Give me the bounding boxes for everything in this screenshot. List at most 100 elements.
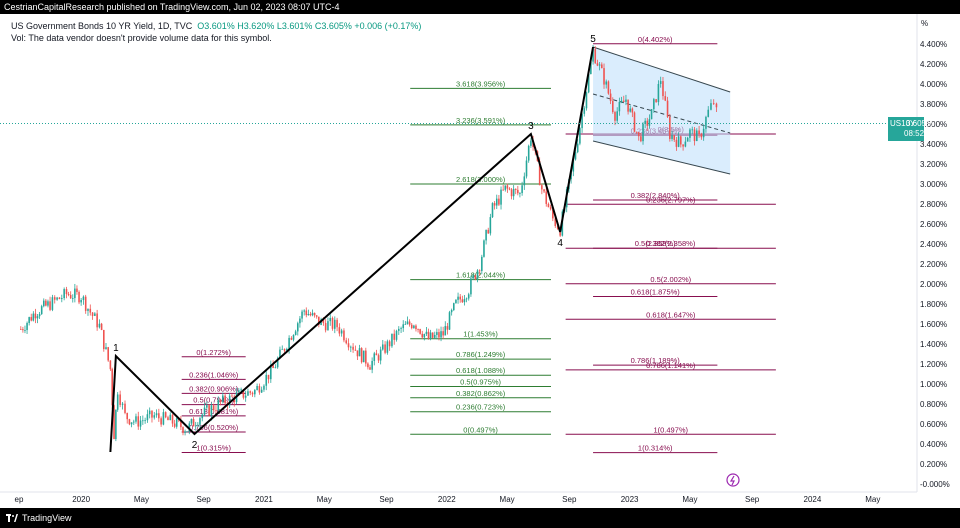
candle-body bbox=[379, 349, 382, 361]
candle-body bbox=[74, 288, 76, 299]
candle-body bbox=[146, 414, 149, 421]
candle-body bbox=[384, 344, 386, 353]
regression-channel[interactable] bbox=[592, 46, 731, 175]
candle-body bbox=[267, 374, 270, 380]
wave-label-2: 2 bbox=[192, 440, 198, 451]
wave-path[interactable] bbox=[109, 46, 595, 453]
candle-body bbox=[472, 275, 474, 279]
candle-body bbox=[493, 203, 496, 206]
candle-body bbox=[417, 329, 419, 330]
candle-body bbox=[491, 203, 494, 218]
candle-body bbox=[137, 416, 140, 427]
tradingview-logo-icon bbox=[6, 514, 18, 522]
candle-body bbox=[222, 395, 224, 402]
candle-body bbox=[508, 188, 511, 190]
candle-body bbox=[299, 318, 301, 324]
candle-body bbox=[653, 99, 655, 110]
candle-body bbox=[410, 324, 413, 329]
candle-body bbox=[446, 326, 449, 330]
candle-body bbox=[290, 337, 293, 340]
candle-body bbox=[171, 414, 174, 424]
channel-lower-line[interactable] bbox=[592, 140, 731, 175]
candle-body bbox=[336, 319, 338, 328]
candle-body bbox=[523, 176, 526, 186]
fib-level-label: 0.5(2.358%) bbox=[635, 239, 676, 248]
x-tick-label: Sep bbox=[562, 495, 577, 504]
instrument-title[interactable]: US Government Bonds 10 YR Yield, 1D, TVC bbox=[11, 21, 193, 31]
channel-fill bbox=[593, 47, 731, 174]
candle-body bbox=[265, 374, 268, 386]
candle-body bbox=[65, 289, 68, 295]
y-axis-unit: % bbox=[921, 19, 928, 28]
candle-body bbox=[680, 136, 682, 145]
candle-body bbox=[182, 427, 184, 433]
fib-level-label: 0(4.402%) bbox=[638, 35, 673, 44]
candle-body bbox=[144, 420, 146, 421]
price-badge-symbol: US10Y bbox=[890, 119, 916, 128]
candle-body bbox=[543, 189, 545, 192]
candle-body bbox=[167, 417, 169, 421]
candle-body bbox=[132, 421, 135, 423]
candle-body bbox=[519, 193, 521, 194]
candle-body bbox=[279, 349, 281, 359]
candle-body bbox=[256, 385, 258, 391]
candle-body bbox=[228, 395, 231, 406]
candle-body bbox=[175, 418, 178, 427]
candle-body bbox=[315, 315, 318, 317]
candle-body bbox=[24, 330, 26, 331]
fib-level-label: 0.618(1.088%) bbox=[456, 366, 506, 375]
candle-body bbox=[498, 198, 500, 205]
candle-body bbox=[126, 412, 129, 420]
candle-body bbox=[596, 63, 599, 66]
candle-body bbox=[103, 329, 105, 350]
candle-body bbox=[607, 81, 610, 94]
fib-level-label: 1(0.314%) bbox=[638, 444, 673, 453]
x-tick-label: Sep bbox=[197, 495, 212, 504]
candle-body bbox=[712, 103, 715, 104]
candle-body bbox=[100, 323, 103, 330]
fib-level-label: 0(1.272%) bbox=[196, 348, 231, 357]
x-tick-label: 2024 bbox=[804, 495, 822, 504]
candle-body bbox=[49, 301, 51, 310]
candle-body bbox=[609, 93, 612, 102]
candle-body bbox=[510, 189, 513, 197]
candle-body bbox=[203, 407, 206, 415]
fib-level-label: 3.236(3.591%) bbox=[456, 116, 506, 125]
candle-body bbox=[545, 191, 548, 204]
candle-body bbox=[620, 100, 623, 102]
candle-body bbox=[139, 420, 142, 427]
candle-body bbox=[419, 329, 421, 334]
elliott-wave[interactable]: 1 2 3 4 5 bbox=[109, 34, 596, 453]
flash-icon[interactable] bbox=[726, 473, 740, 487]
publisher-bar: CestrianCapitalResearch published on Tra… bbox=[0, 0, 960, 14]
candle-body bbox=[710, 103, 712, 110]
x-tick-label: 2023 bbox=[621, 495, 639, 504]
candle-body bbox=[431, 332, 434, 338]
candle-body bbox=[331, 317, 334, 329]
candle-body bbox=[80, 299, 82, 303]
fib-level-label: 0.5(0.975%) bbox=[460, 378, 501, 387]
channel-upper-line[interactable] bbox=[592, 46, 731, 93]
y-axis[interactable]: % 4.400% 4.200% 4.000% 3.800% 3.600% 3.400% 3.2… bbox=[916, 14, 950, 492]
candle-body bbox=[696, 130, 698, 142]
candle-body bbox=[521, 185, 523, 194]
candle-body bbox=[538, 161, 541, 186]
candle-body bbox=[476, 270, 479, 280]
fib-level-label: 0.786(1.189%) bbox=[631, 356, 681, 365]
candle-body bbox=[514, 188, 517, 190]
fib-level-label: 0.618(1.647%) bbox=[646, 310, 696, 319]
candle-body bbox=[288, 337, 290, 349]
candle-body bbox=[631, 108, 634, 113]
candle-body bbox=[450, 309, 453, 313]
price-chart[interactable]: 0(1.272%) 0.236(1.046%) 0.382(0.906%) 0.5(0… bbox=[0, 14, 960, 508]
candle-body bbox=[109, 360, 112, 370]
channel-mid-line[interactable] bbox=[592, 93, 731, 134]
candle-body bbox=[470, 278, 472, 295]
candle-body bbox=[224, 395, 226, 404]
candle-body bbox=[324, 323, 327, 331]
candle-body bbox=[459, 296, 461, 300]
candle-body bbox=[130, 422, 133, 425]
candle-body bbox=[352, 346, 354, 350]
candle-body bbox=[495, 198, 498, 206]
x-axis[interactable]: ep 2020 May Sep 2021 May Sep 2022 May Sep 2023 May S… bbox=[0, 491, 917, 504]
